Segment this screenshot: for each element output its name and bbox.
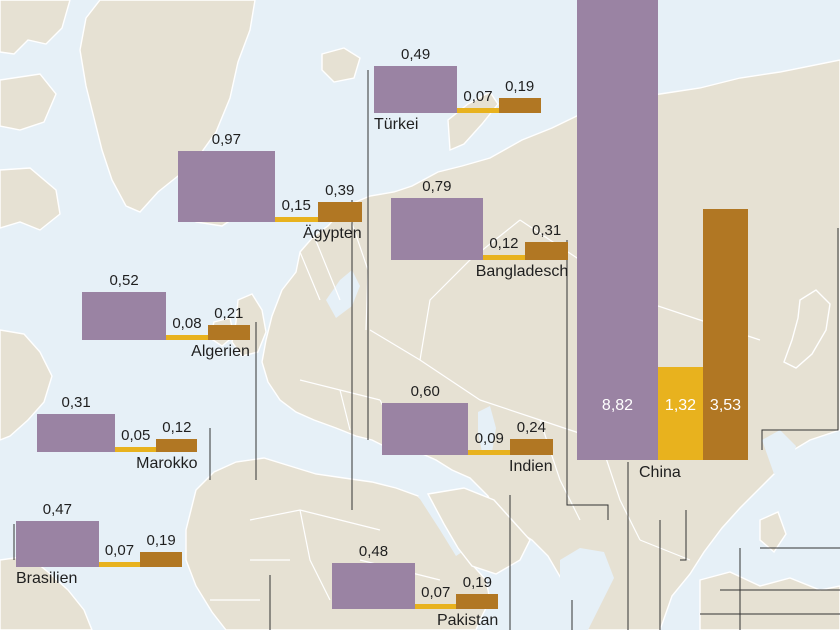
value-label-aegypten-b: 0,15 [281,196,311,214]
bar-algerien-a [82,292,167,340]
bar-algerien-c [207,324,250,340]
bar-bangladesch-b [482,254,526,260]
value-label-china-c: 3,53 [709,397,742,414]
baffin-island [0,167,61,231]
philippines-landmass [759,511,787,554]
value-label-marokko-c: 0,12 [162,418,192,436]
value-label-tuerkei-c: 0,19 [505,77,535,95]
bar-china-b [658,367,703,460]
bar-china-a [577,0,658,460]
bar-pakistan-a [332,563,416,609]
bar-aegypten-b [274,216,318,222]
country-label-bangladesch: Bangladesch [475,262,569,280]
yellow-sea [762,430,796,474]
country-label-marokko: Marokko [136,454,198,472]
country-label-china: China [639,464,681,481]
red-sea [418,494,462,556]
value-label-tuerkei-b: 0,07 [463,87,493,105]
bar-aegypten-a [178,151,275,222]
value-label-brasilien-c: 0,19 [146,531,176,549]
value-label-bangladesch-b: 0,12 [489,234,519,252]
caspian-sea [478,406,496,452]
japan-landmass [783,289,831,369]
bar-tuerkei-b [457,107,499,113]
value-label-indien-a: 0,60 [410,383,440,400]
bar-marokko-a [37,414,116,452]
bar-bangladesch-c [525,241,569,260]
value-label-indien-b: 0,09 [474,430,504,447]
bar-indien-b [468,450,511,455]
bar-bangladesch-a [391,198,483,260]
bar-brasilien-c [140,551,183,567]
bar-brasilien-b [98,561,141,567]
bar-tuerkei-a [374,66,458,113]
novaya-zemlya-landmass [447,91,499,152]
value-label-bangladesch-c: 0,31 [532,221,562,239]
value-label-bangladesch-a: 0,79 [422,178,452,195]
north-america-landmass [0,329,53,441]
leader-bangladesch [566,240,609,520]
value-label-china-b: 1,32 [664,397,697,414]
value-label-pakistan-a: 0,48 [358,543,389,560]
value-label-aegypten-c: 0,39 [325,181,355,199]
greenland-landmass [79,0,256,213]
leader-right-5 [680,510,687,561]
value-label-algerien-c: 0,21 [214,304,244,322]
bar-tuerkei-c [498,97,541,113]
bar-indien-c [510,439,553,455]
bay-of-bengal [560,548,614,630]
value-label-tuerkei-a: 0,49 [401,46,431,63]
value-label-brasilien-a: 0,47 [42,501,72,518]
value-label-china-a: 8,82 [601,397,634,414]
svalbard-landmass [321,47,361,83]
value-label-algerien-a: 0,52 [109,272,139,289]
value-label-pakistan-b: 0,07 [421,584,451,601]
value-label-pakistan-c: 0,19 [462,574,492,592]
country-label-indien: Indien [509,458,553,475]
bar-pakistan-b [415,604,457,609]
bar-china-c [703,209,748,460]
bar-marokko-c [156,438,198,452]
bar-pakistan-c [456,594,499,609]
value-label-algerien-b: 0,08 [172,315,202,332]
value-label-marokko-b: 0,05 [121,426,151,444]
leader-right-1 [761,228,839,450]
value-label-aegypten-a: 0,97 [211,131,241,148]
country-label-tuerkei: Türkei [374,115,419,133]
mediterranean-sea [280,436,400,478]
canada-island [0,73,57,131]
bar-aegypten-c [317,201,362,222]
bar-algerien-b [166,335,208,340]
bar-brasilien-a [16,521,99,567]
bar-indien-a [382,403,469,455]
value-label-indien-c: 0,24 [516,419,546,436]
country-label-brasilien: Brasilien [16,569,78,587]
value-label-marokko-a: 0,31 [61,394,91,411]
arabian-peninsula-landmass [426,487,531,575]
country-label-algerien: Algerien [191,343,250,360]
arctic-canada-landmass [0,0,71,55]
bar-marokko-b [115,446,157,452]
value-label-brasilien-b: 0,07 [104,541,135,559]
country-label-pakistan: Pakistan [436,612,499,629]
country-label-aegypten: Ägypten [302,224,362,242]
